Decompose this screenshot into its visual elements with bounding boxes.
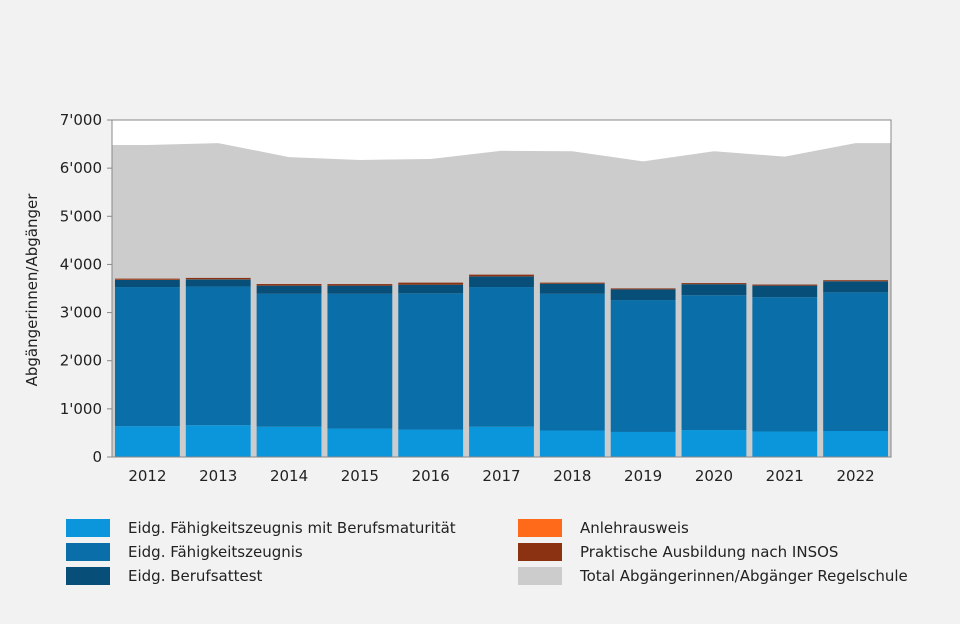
x-tick-label: 2016: [412, 467, 450, 485]
bar-segment-4-2013: [185, 277, 251, 280]
bar-segment-0-2019: [610, 431, 676, 457]
x-tick-label: 2019: [624, 467, 662, 485]
y-tick-label: 4'000: [60, 255, 102, 273]
bar-segment-2-2018: [539, 283, 605, 294]
bar-segment-4-2015: [327, 284, 393, 286]
bar-segment-2-2014: [256, 285, 322, 294]
bar-segment-4-2012: [115, 278, 180, 280]
bar-segment-1-2019: [610, 300, 676, 432]
x-tick-label: 2012: [128, 467, 166, 485]
legend-label: Praktische Ausbildung nach INSOS: [580, 543, 839, 561]
y-tick-label: 0: [92, 448, 102, 466]
y-tick-label: 2'000: [60, 352, 102, 370]
x-tick-label: 2022: [836, 467, 874, 485]
bar-segment-2-2015: [327, 285, 393, 294]
bar-segment-2-2017: [469, 276, 534, 288]
bar-segment-4-2017: [469, 274, 534, 277]
bar-segment-4-2019: [610, 288, 676, 290]
legend-swatch: [66, 519, 110, 537]
bar-segment-2-2013: [185, 279, 251, 287]
bar-segment-0-2017: [469, 426, 534, 457]
legend-swatch: [66, 543, 110, 561]
legend-label: Eidg. Fähigkeitszeugnis: [128, 543, 303, 561]
x-tick-label: 2014: [270, 467, 308, 485]
x-tick-labels: 2012 2013 2014 2015 2016 2017 2018 2019 2020 2021…: [128, 467, 874, 485]
legend-item-total: Total Abgängerinnen/Abgänger Regelschule: [518, 565, 908, 587]
bar-segment-4-2014: [256, 284, 322, 286]
legend-label: Eidg. Berufsattest: [128, 567, 263, 585]
legend-swatch: [66, 567, 110, 585]
plot-frame: [111, 119, 892, 458]
legend-label: Eidg. Fähigkeitszeugnis mit Berufsmaturi…: [128, 519, 456, 537]
axis-layer: [107, 119, 892, 458]
bar-segment-1-2017: [469, 287, 534, 427]
x-tick-label: 2013: [199, 467, 237, 485]
bar-segment-4-2016: [398, 282, 464, 285]
y-tick-label: 1'000: [60, 400, 102, 418]
legend-item-efz: Eidg. Fähigkeitszeugnis: [66, 541, 303, 563]
bar-segment-4-2022: [823, 280, 888, 282]
bar-segment-1-2018: [539, 293, 605, 431]
bar-segment-0-2018: [539, 430, 605, 457]
bar-segment-0-2016: [398, 429, 464, 457]
bar-segment-1-2014: [256, 293, 322, 427]
bar-segment-2-2020: [681, 284, 747, 296]
bar-segment-1-2015: [327, 293, 393, 429]
bar-segment-2-2021: [752, 285, 818, 298]
bar-segment-1-2020: [681, 295, 747, 431]
bar-segment-2-2022: [823, 281, 888, 293]
bar-segment-1-2022: [823, 292, 888, 432]
bar-segment-2-2019: [610, 289, 676, 301]
bar-segment-4-2018: [539, 282, 605, 284]
bar-segment-0-2013: [185, 425, 251, 457]
bar-segment-0-2021: [752, 431, 818, 457]
legend-item-efz-bm: Eidg. Fähigkeitszeugnis mit Berufsmaturi…: [66, 517, 456, 539]
y-tick-label: 7'000: [60, 111, 102, 129]
x-tick-label: 2021: [766, 467, 804, 485]
legend-swatch: [518, 543, 562, 561]
chart: 0 1'000 2'000 3'000 4'000 5'000 6'000 7'000 201…: [23, 111, 892, 485]
x-tick-label: 2020: [695, 467, 733, 485]
legend-swatch: [518, 567, 562, 585]
bar-segment-0-2014: [256, 426, 322, 457]
y-tick-labels: 0 1'000 2'000 3'000 4'000 5'000 6'000 7'000: [60, 111, 102, 466]
bar-segment-2-2016: [398, 284, 464, 294]
bar-segment-4-2021: [752, 284, 818, 286]
legend-item-eba: Eidg. Berufsattest: [66, 565, 262, 587]
x-tick-label: 2015: [341, 467, 379, 485]
legend: Eidg. Fähigkeitszeugnis mit Berufsmaturi…: [66, 517, 956, 589]
legend-label: Total Abgängerinnen/Abgänger Regelschule: [580, 567, 908, 585]
y-tick-label: 5'000: [60, 207, 102, 225]
x-tick-label: 2018: [553, 467, 591, 485]
bar-segment-0-2012: [115, 426, 180, 457]
y-axis-title: Abgängerinnen/Abgänger: [23, 193, 41, 387]
legend-swatch: [518, 519, 562, 537]
bar-segment-0-2022: [823, 431, 888, 457]
legend-item-insos: Praktische Ausbildung nach INSOS: [518, 541, 838, 563]
legend-item-anlehrausweis: Anlehrausweis: [518, 517, 689, 539]
bar-segment-1-2013: [185, 286, 251, 426]
bar-segment-1-2021: [752, 297, 818, 432]
y-tick-label: 3'000: [60, 304, 102, 322]
bar-segment-2-2012: [115, 279, 180, 288]
bar-segment-0-2020: [681, 430, 747, 457]
y-tick-label: 6'000: [60, 159, 102, 177]
bar-segment-1-2012: [115, 287, 180, 427]
bar-segment-1-2016: [398, 293, 464, 430]
bar-segment-4-2020: [681, 283, 747, 285]
bar-segment-0-2015: [327, 428, 393, 457]
bar-layer: [115, 274, 888, 457]
x-tick-label: 2017: [482, 467, 520, 485]
legend-label: Anlehrausweis: [580, 519, 689, 537]
